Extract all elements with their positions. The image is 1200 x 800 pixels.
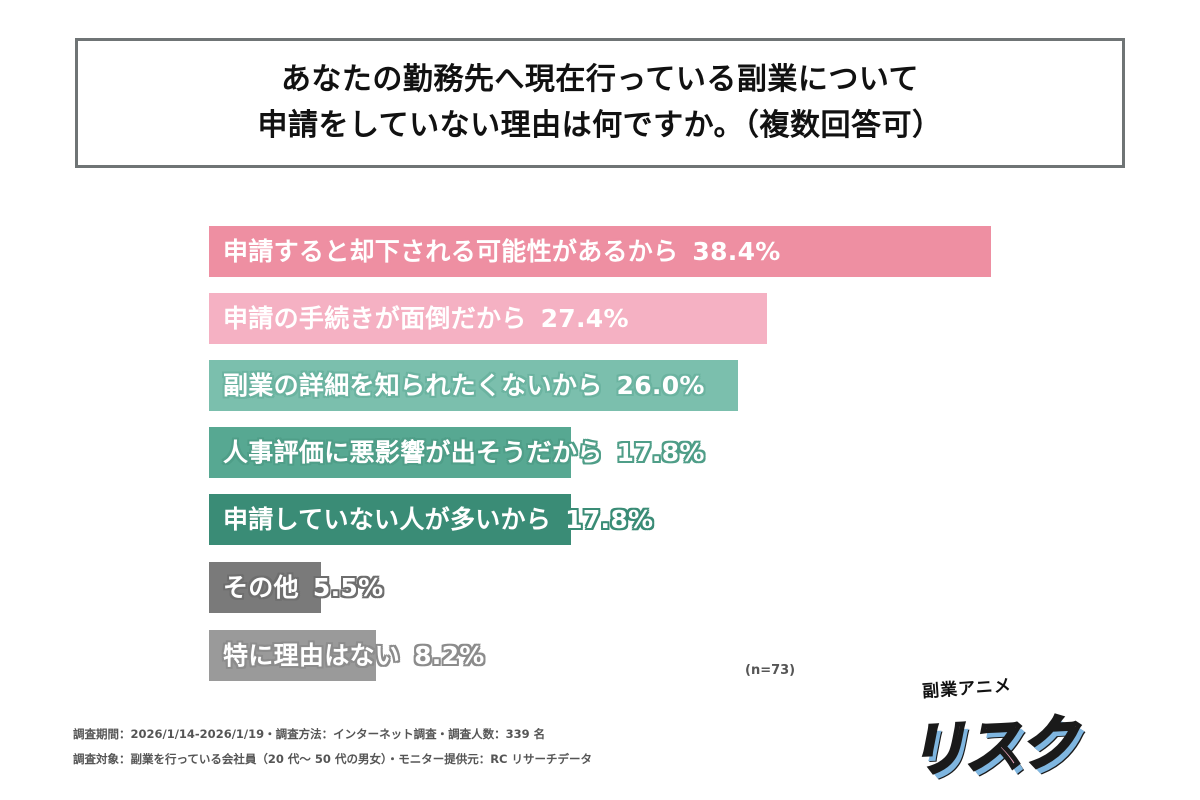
sample-size-label: (n=73): [745, 663, 796, 678]
bar: [209, 427, 571, 478]
survey-target-source: 調査対象：副業を行っている会社員（20 代～ 50 代の男女）・モニター提供元：…: [73, 752, 592, 766]
bar: [209, 494, 571, 545]
bar-label: 特に理由はない 8.2%: [223, 630, 485, 681]
survey-period-method: 調査期間：2026/1/14-2026/1/19・調査方法：インターネット調査・…: [73, 727, 546, 741]
bar-category-label: 人事評価に悪影響が出そうだから: [223, 438, 603, 467]
bar-value-label: 17.8%: [616, 438, 705, 467]
bar-label: 副業の詳細を知られたくないから 26.0%: [223, 360, 705, 411]
bar-label: 申請していない人が多いから 17.8%: [223, 494, 653, 545]
brand-logo: 副業アニメ リスクワ: [900, 672, 1130, 800]
bar: [209, 226, 991, 277]
bar-value-label: 8.2%: [414, 641, 485, 670]
bar-category-label: 特に理由はない: [223, 641, 401, 670]
chart-title-line-1: あなたの勤務先へ現在行っている副業について: [280, 62, 920, 97]
logo-subtitle: 副業アニメ: [921, 675, 1013, 703]
bar-value-label: 27.4%: [540, 304, 629, 333]
bar: [209, 562, 321, 613]
bar-label: 申請の手続きが面倒だから 27.4%: [223, 293, 629, 344]
chart-title-box: あなたの勤務先へ現在行っている副業について 申請をしていない理由は何ですか。（複…: [75, 38, 1125, 168]
bar: [209, 360, 738, 411]
bar-category-label: 申請していない人が多いから: [223, 505, 552, 534]
bar-label: 人事評価に悪影響が出そうだから 17.8%: [223, 427, 705, 478]
chart-title-line-2: 申請をしていない理由は何ですか。（複数回答可）: [257, 108, 943, 143]
bar-label: その他 5.5%: [223, 562, 383, 613]
bar: [209, 630, 376, 681]
bar-value-label: 5.5%: [312, 573, 384, 602]
bar-value-label: 26.0%: [616, 371, 705, 400]
bar: [209, 293, 767, 344]
bar-category-label: その他: [223, 573, 299, 602]
bar-category-label: 申請の手続きが面倒だから: [223, 304, 527, 333]
bar-value-label: 38.4%: [692, 237, 781, 266]
bar-label: 申請すると却下される可能性があるから 38.4%: [223, 226, 781, 277]
logo-name: リスクワ: [905, 707, 1079, 800]
bar-value-label: 17.8%: [565, 505, 654, 534]
bar-category-label: 副業の詳細を知られたくないから: [223, 371, 603, 400]
bar-category-label: 申請すると却下される可能性があるから: [223, 237, 679, 266]
survey-footer: 調査期間：2026/1/14-2026/1/19・調査方法：インターネット調査・…: [73, 722, 592, 772]
